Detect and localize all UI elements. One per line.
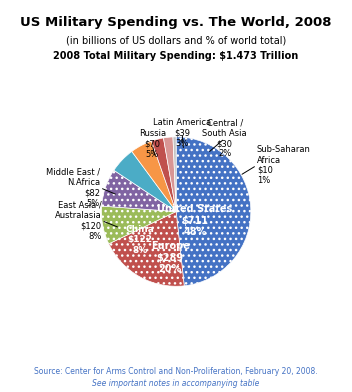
Text: East Asia /
Australasia
$120
8%: East Asia / Australasia $120 8% — [55, 200, 101, 241]
Wedge shape — [132, 141, 176, 212]
Text: (in billions of US dollars and % of world total): (in billions of US dollars and % of worl… — [66, 35, 286, 45]
Text: United States
$711
48%: United States $711 48% — [157, 204, 232, 237]
Wedge shape — [101, 206, 176, 244]
Wedge shape — [109, 212, 184, 286]
Text: Europe
$289
20%: Europe $289 20% — [151, 241, 190, 274]
Wedge shape — [163, 137, 176, 212]
Text: US Military Spending vs. The World, 2008: US Military Spending vs. The World, 2008 — [20, 16, 332, 29]
Wedge shape — [114, 151, 176, 212]
Text: Latin America
$39
3%: Latin America $39 3% — [153, 118, 211, 148]
Text: Sub-Saharan
Africa
$10
1%: Sub-Saharan Africa $10 1% — [257, 145, 311, 185]
Wedge shape — [173, 137, 176, 212]
Text: Middle East /
N.Africa
$82
5%: Middle East / N.Africa $82 5% — [46, 167, 100, 208]
Text: China
$122
8%: China $122 8% — [126, 225, 155, 255]
Text: See important notes in accompanying table: See important notes in accompanying tabl… — [92, 379, 260, 388]
Wedge shape — [151, 138, 176, 212]
Text: Russia
$70
5%: Russia $70 5% — [139, 129, 166, 159]
Wedge shape — [102, 170, 176, 212]
Text: Central /
South Asia
$30
2%: Central / South Asia $30 2% — [202, 118, 247, 158]
Text: 2008 Total Military Spending: $1.473 Trillion: 2008 Total Military Spending: $1.473 Tri… — [54, 51, 298, 61]
Wedge shape — [176, 137, 251, 286]
Text: Source: Center for Arms Control and Non-Proliferation, February 20, 2008.: Source: Center for Arms Control and Non-… — [34, 367, 318, 376]
